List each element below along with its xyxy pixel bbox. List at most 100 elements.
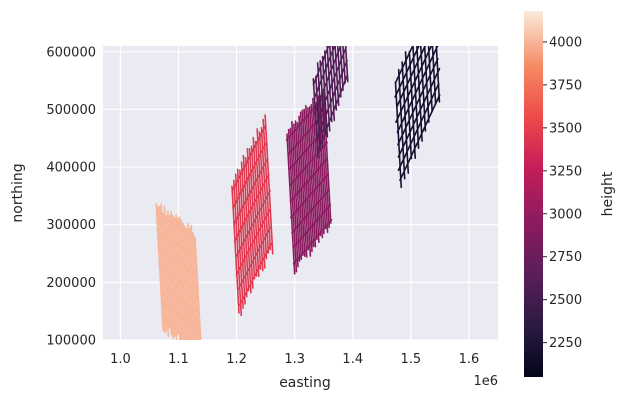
flight-line	[287, 128, 298, 273]
flight-line	[260, 126, 270, 254]
y-tick-label: 600000	[46, 45, 96, 60]
flight-line	[252, 136, 262, 270]
flight-line	[172, 214, 181, 340]
y-tick-labels: 100000 200000 300000 400000 500000 600000	[46, 45, 96, 348]
colorbar-tick-label: 3500	[549, 121, 582, 136]
y-tick-label: 200000	[46, 276, 96, 291]
flight-block	[231, 114, 274, 317]
flight-line	[396, 46, 439, 134]
flight-line	[188, 227, 197, 340]
flight-line	[324, 50, 331, 132]
flight-line	[294, 120, 304, 257]
x-tick-label: 1.1	[168, 352, 189, 367]
flight-line	[291, 120, 301, 262]
flight-line	[167, 210, 176, 337]
flight-line	[158, 205, 168, 332]
flight-line	[401, 61, 410, 174]
flight-line	[178, 216, 188, 340]
flight-line	[319, 60, 326, 136]
flight-line	[160, 203, 170, 337]
flight-line	[397, 68, 406, 180]
flight-line	[236, 168, 246, 305]
x-tick-labels: 1.0 1.1 1.2 1.3 1.4 1.5 1.6	[110, 352, 479, 367]
colorbar-tick-label: 2500	[549, 293, 582, 308]
flight-line	[248, 147, 258, 277]
flight-line	[329, 46, 336, 122]
flight-line	[394, 46, 420, 98]
x-tick-label: 1.2	[226, 352, 247, 367]
flight-line	[299, 111, 309, 251]
colorbar-tick-label: 2750	[549, 250, 582, 265]
flight-line	[157, 205, 166, 334]
flight-line	[187, 223, 196, 340]
flight-line	[170, 210, 179, 336]
flight-line	[306, 107, 317, 248]
flight-line	[262, 118, 272, 251]
flight-line	[175, 214, 184, 340]
colorbar-tick-label: 3750	[549, 78, 582, 93]
flight-line	[322, 92, 332, 224]
flight-line	[435, 46, 441, 103]
flight-lines	[155, 46, 441, 340]
flight-line	[316, 62, 324, 148]
flight-line	[165, 214, 175, 340]
flight-line	[399, 94, 441, 182]
x-tick-label: 1.0	[110, 352, 131, 367]
flight-line	[331, 46, 338, 111]
flight-line	[177, 217, 186, 340]
y-tick-label: 500000	[46, 103, 96, 118]
colorbar	[524, 11, 543, 377]
flight-block	[312, 46, 349, 159]
flight-line	[293, 123, 303, 261]
flight-line	[155, 202, 164, 332]
flight-line	[412, 46, 420, 149]
flight-line	[339, 46, 344, 92]
colorbar-tick-label: 3000	[549, 207, 582, 222]
flight-line	[264, 114, 274, 255]
flight-line	[408, 50, 417, 159]
flight-line	[162, 212, 171, 329]
flight-line	[183, 225, 192, 340]
flight-line	[397, 58, 439, 146]
flight-line	[194, 236, 202, 340]
flight-line	[326, 46, 333, 123]
x-tick-label: 1.5	[401, 352, 422, 367]
flight-line	[342, 46, 347, 84]
flight-line	[180, 219, 189, 340]
flight-line	[312, 78, 319, 159]
flight-line	[163, 205, 173, 336]
x-offset-label: 1e6	[473, 374, 498, 389]
x-tick-label: 1.6	[459, 352, 480, 367]
flight-line	[296, 122, 306, 257]
flight-line	[301, 109, 312, 257]
flight-line	[308, 106, 318, 241]
y-tick-label: 100000	[46, 334, 96, 349]
flight-line	[244, 156, 254, 289]
flight-line	[416, 46, 423, 142]
flight-line	[427, 46, 433, 113]
colorbar-tick-label: 3250	[549, 164, 582, 179]
flight-line	[334, 46, 340, 107]
x-axis-label: easting	[279, 375, 331, 391]
flight-line	[344, 46, 349, 83]
flight-line	[246, 147, 256, 280]
flight-line	[289, 127, 299, 268]
flight-line	[250, 145, 260, 278]
flight-line	[397, 67, 441, 158]
y-tick-label: 300000	[46, 218, 96, 233]
flight-block	[394, 46, 441, 189]
flight-line	[173, 217, 183, 340]
colorbar-tick-label: 2250	[549, 336, 582, 351]
flight-line	[394, 81, 403, 189]
flight-line	[321, 55, 329, 138]
flight-line	[240, 161, 250, 292]
flight-line	[315, 75, 322, 151]
flight-line	[231, 185, 240, 314]
flight-line	[310, 103, 320, 244]
y-tick-label: 400000	[46, 161, 96, 176]
colorbar-label: height	[600, 171, 616, 216]
flight-line	[192, 232, 200, 340]
flight-line	[336, 46, 342, 98]
flight-line	[305, 104, 315, 248]
